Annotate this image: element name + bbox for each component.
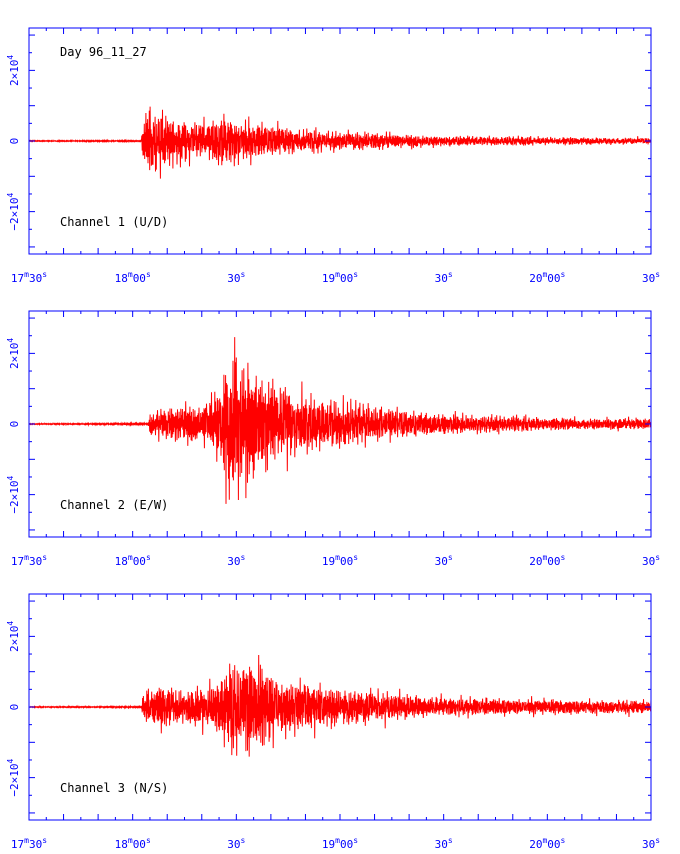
y-tick-label: −2×104: [6, 192, 21, 230]
x-tick-label: 30s: [227, 270, 245, 285]
y-tick-label: −2×104: [6, 475, 21, 513]
x-tick-label: 20m00s: [529, 270, 565, 285]
x-tick-label: 17m30s: [11, 836, 47, 850]
x-tick-label: 30s: [435, 553, 453, 568]
x-tick-label: 30s: [435, 270, 453, 285]
x-tick-label: 30s: [227, 836, 245, 850]
x-tick-label: 30s: [642, 553, 660, 568]
y-tick-label: 0: [8, 421, 21, 428]
x-tick-label: 18m00s: [115, 270, 151, 285]
x-tick-label: 19m00s: [322, 553, 358, 568]
x-tick-label: 18m00s: [115, 553, 151, 568]
y-tick-label: −2×104: [6, 758, 21, 796]
x-tick-label: 19m00s: [322, 836, 358, 850]
x-tick-label: 30s: [227, 553, 245, 568]
channel-label: Channel 2 (E/W): [60, 498, 168, 512]
y-tick-label: 2×104: [6, 55, 21, 87]
channel-label: Channel 3 (N/S): [60, 781, 168, 795]
x-tick-label: 17m30s: [11, 553, 47, 568]
seismogram-trace-channel-1: [29, 106, 651, 179]
x-tick-label: 17m30s: [11, 270, 47, 285]
seismogram-trace-channel-2: [29, 337, 651, 504]
x-tick-label: 18m00s: [115, 836, 151, 850]
x-tick-label: 20m00s: [529, 553, 565, 568]
y-tick-label: 2×104: [6, 338, 21, 370]
seismogram-trace-channel-3: [29, 654, 651, 757]
x-tick-label: 30s: [435, 836, 453, 850]
y-tick-label: 0: [8, 704, 21, 711]
x-tick-label: 19m00s: [322, 270, 358, 285]
channel-label: Channel 1 (U/D): [60, 215, 168, 229]
x-tick-label: 30s: [642, 270, 660, 285]
y-tick-label: 2×104: [6, 621, 21, 653]
chart-title: Day 96_11_27: [60, 45, 147, 59]
x-tick-label: 20m00s: [529, 836, 565, 850]
y-tick-label: 0: [8, 138, 21, 145]
x-tick-label: 30s: [642, 836, 660, 850]
